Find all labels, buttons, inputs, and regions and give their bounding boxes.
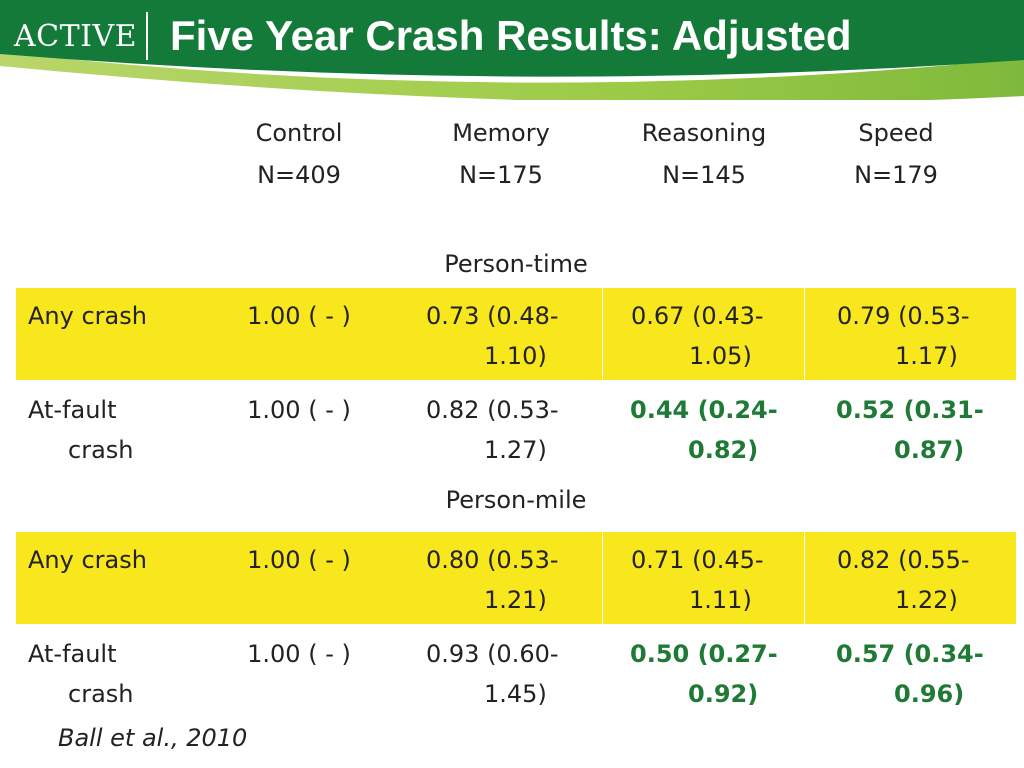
memory-value: 0.80 (0.53- 1.21) — [426, 546, 559, 614]
column-name: Reasoning — [641, 119, 767, 147]
column-name: Memory — [452, 119, 550, 147]
table-row: Any crash 1.00 ( - ) 0.73 (0.48- 1.10) 0… — [16, 288, 1016, 380]
row-label: At-fault crash — [28, 396, 134, 464]
logo-text: ACTIVE — [14, 18, 138, 54]
control-value: 1.00 ( - ) — [247, 640, 351, 668]
memory-value: 0.82 (0.53- 1.27) — [426, 396, 559, 464]
speed-value-significant: 0.52 (0.31- 0.87) — [836, 396, 984, 464]
slide-title: Five Year Crash Results: Adjusted — [170, 12, 852, 59]
logo-divider — [146, 12, 148, 60]
speed-value-significant: 0.57 (0.34- 0.96) — [836, 640, 984, 708]
control-value: 1.00 ( - ) — [247, 546, 351, 574]
column-n: N=409 — [257, 161, 341, 189]
column-n: N=179 — [854, 161, 938, 189]
reasoning-value-significant: 0.50 (0.27- 0.92) — [630, 640, 778, 708]
speed-value: 0.82 (0.55- 1.22) — [804, 532, 1016, 624]
column-header-memory: Memory N=175 — [428, 112, 574, 196]
citation: Ball et al., 2010 — [58, 724, 248, 752]
table-row: At-fault crash 1.00 ( - ) 0.93 (0.60- 1.… — [16, 626, 1016, 718]
section-label-person-time: Person-time — [444, 250, 588, 278]
column-n: N=175 — [459, 161, 543, 189]
row-label: At-fault crash — [28, 640, 134, 708]
reasoning-value-significant: 0.44 (0.24- 0.82) — [630, 396, 778, 464]
column-n: N=145 — [662, 161, 746, 189]
column-header-control: Control N=409 — [226, 112, 372, 196]
row-label: Any crash — [28, 302, 147, 330]
table-row: At-fault crash 1.00 ( - ) 0.82 (0.53- 1.… — [16, 382, 1016, 474]
reasoning-value: 0.67 (0.43- 1.05) — [602, 288, 804, 380]
reasoning-value: 0.71 (0.45- 1.11) — [602, 532, 804, 624]
row-label: Any crash — [28, 546, 147, 574]
header-banner — [0, 0, 1024, 100]
section-label-person-mile: Person-mile — [445, 486, 587, 514]
column-name: Speed — [858, 119, 934, 147]
memory-value: 0.73 (0.48- 1.10) — [426, 302, 559, 370]
column-name: Control — [255, 119, 343, 147]
active-logo: ACTIVE — [14, 14, 137, 58]
control-value: 1.00 ( - ) — [247, 302, 351, 330]
slide-header: ACTIVE Five Year Crash Results: Adjusted — [0, 0, 1024, 100]
column-header-reasoning: Reasoning N=145 — [624, 112, 784, 196]
memory-value: 0.93 (0.60- 1.45) — [426, 640, 559, 708]
table-row: Any crash 1.00 ( - ) 0.80 (0.53- 1.21) 0… — [16, 532, 1016, 624]
column-header-speed: Speed N=179 — [836, 112, 956, 196]
speed-value: 0.79 (0.53- 1.17) — [804, 288, 1016, 380]
control-value: 1.00 ( - ) — [247, 396, 351, 424]
